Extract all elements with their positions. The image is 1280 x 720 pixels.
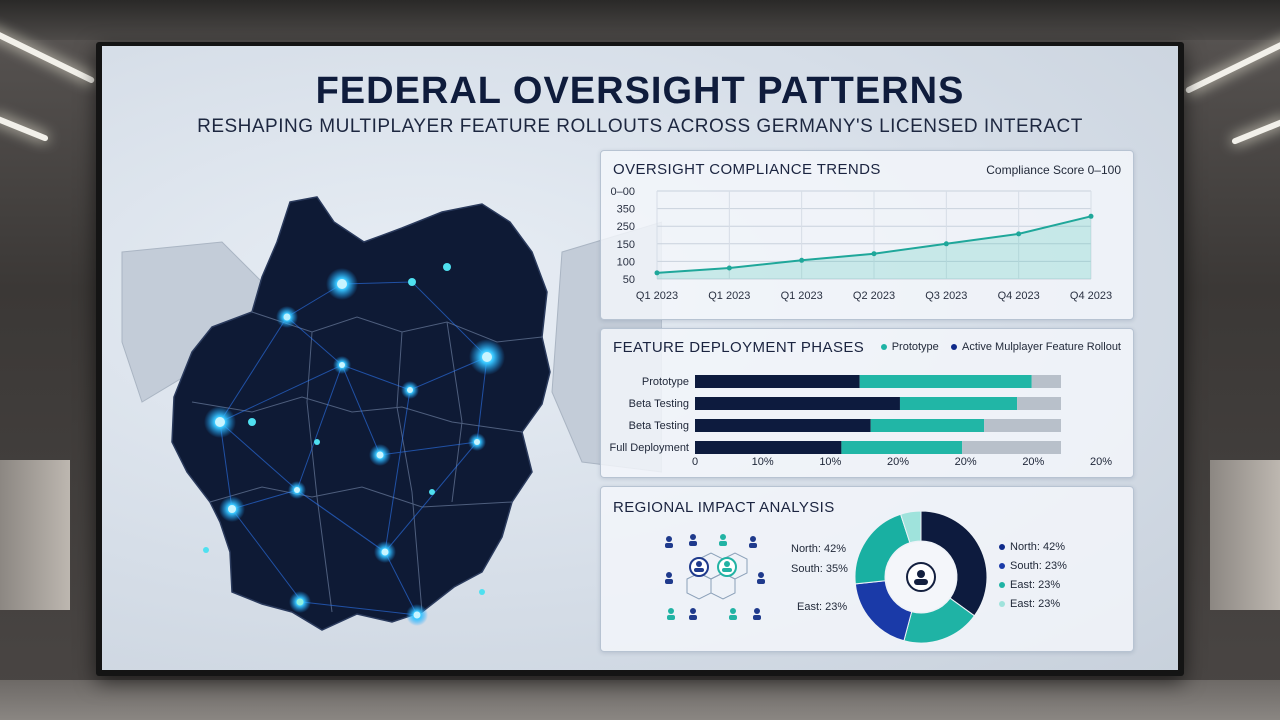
legend-prototype: Prototype bbox=[880, 341, 939, 353]
regional-legend-label: East: 23% bbox=[1010, 579, 1061, 591]
bar-segment bbox=[962, 441, 1061, 454]
data-point bbox=[871, 251, 877, 257]
regional-legend-dot bbox=[999, 563, 1005, 570]
deployment-bar-chart: Prototype Beta Testing Beta Testing Full De… bbox=[610, 375, 1112, 468]
ceiling-light-right-bottom bbox=[1231, 116, 1280, 146]
ceiling-light-left-bottom bbox=[0, 113, 49, 143]
data-point bbox=[654, 270, 660, 276]
bar-category-label: Full Deployment bbox=[610, 442, 689, 454]
x-tick-label: Q1 2023 bbox=[708, 290, 750, 302]
regional-legend-item: East: 23% bbox=[999, 598, 1067, 610]
y-tick-label: 50 bbox=[623, 274, 635, 286]
legend-rollout: Active Mulplayer Feature Rollout bbox=[951, 341, 1121, 353]
x-tick-label: 20% bbox=[1090, 456, 1112, 468]
x-tick-label: Q1 2023 bbox=[781, 290, 823, 302]
bar-segment bbox=[695, 441, 842, 454]
compliance-scale-note: Compliance Score 0–100 bbox=[986, 163, 1121, 177]
region-label-east: East: 23% bbox=[797, 601, 848, 613]
y-tick-label: 100 bbox=[617, 256, 635, 268]
ceiling-light-right-top bbox=[1184, 36, 1280, 94]
bar-segment bbox=[870, 419, 985, 432]
user-icon-head bbox=[917, 570, 925, 578]
germany-network-map bbox=[121, 196, 662, 631]
bar-category-label: Beta Testing bbox=[629, 420, 689, 432]
network-nodes bbox=[203, 263, 505, 626]
compliance-trends-title: OVERSIGHT COMPLIANCE TRENDS bbox=[613, 161, 881, 178]
bar-segment bbox=[984, 419, 1061, 432]
bar-segment bbox=[899, 397, 1018, 410]
bar-category-label: Beta Testing bbox=[629, 398, 689, 410]
x-tick-label: Q1 2023 bbox=[636, 290, 678, 302]
data-point bbox=[1088, 213, 1094, 219]
x-tick-label: Q3 2023 bbox=[925, 290, 967, 302]
bar-segment bbox=[859, 375, 1032, 388]
region-label-south: South: 35% bbox=[791, 563, 848, 575]
user-icon-body bbox=[914, 579, 928, 585]
bar-segment bbox=[1017, 397, 1061, 410]
data-point bbox=[799, 257, 805, 263]
y-tick-label: 250 bbox=[617, 221, 635, 233]
x-tick-label: Q4 2023 bbox=[1070, 290, 1112, 302]
display-screen: FEDERAL OVERSIGHT PATTERNS RESHAPING MUL… bbox=[96, 42, 1184, 676]
x-tick-label: 20% bbox=[1022, 456, 1044, 468]
data-point bbox=[726, 265, 732, 271]
y-tick-label: 350 bbox=[617, 204, 635, 216]
page-subtitle: RESHAPING MULTIPLAYER FEATURE ROLLOUTS A… bbox=[197, 116, 1083, 137]
donut-slice bbox=[899, 510, 922, 544]
x-tick-label: Q4 2023 bbox=[998, 290, 1040, 302]
regional-legend-dot bbox=[999, 544, 1005, 551]
kiosk-right bbox=[1210, 460, 1280, 610]
data-point bbox=[943, 241, 949, 247]
page-title: FEDERAL OVERSIGHT PATTERNS bbox=[315, 70, 965, 112]
regional-legend-dot bbox=[999, 582, 1005, 589]
regional-donut-chart bbox=[854, 510, 988, 644]
regional-legend-label: East: 23% bbox=[1010, 598, 1061, 610]
bar-category-label: Prototype bbox=[642, 376, 689, 388]
regional-impact-title: REGIONAL IMPACT ANALYSIS bbox=[613, 499, 835, 516]
legend-rollout-label: Active Mulplayer Feature Rollout bbox=[962, 341, 1121, 353]
bar-segment bbox=[695, 397, 900, 410]
donut-slice bbox=[920, 510, 988, 617]
x-tick-label: 20% bbox=[955, 456, 977, 468]
compliance-trends-panel: OVERSIGHT COMPLIANCE TRENDS Compliance S… bbox=[600, 150, 1134, 320]
germany-shape bbox=[171, 196, 551, 631]
bar-segment bbox=[1031, 375, 1061, 388]
regional-legend-item: South: 23% bbox=[999, 560, 1067, 572]
y-tick-label: 0–00 bbox=[611, 186, 635, 198]
regional-legend-label: North: 42% bbox=[1010, 541, 1066, 553]
legend-prototype-dot bbox=[880, 344, 887, 351]
regional-legend-item: East: 23% bbox=[999, 579, 1067, 591]
deployment-phases-panel: FEATURE DEPLOYMENT PHASES Prototype Acti… bbox=[600, 328, 1134, 478]
regional-impact-panel: REGIONAL IMPACT ANALYSIS bbox=[600, 486, 1134, 652]
region-label-north: North: 42% bbox=[791, 543, 847, 555]
x-tick-label: 10% bbox=[819, 456, 841, 468]
deployment-phases-title: FEATURE DEPLOYMENT PHASES bbox=[613, 339, 865, 356]
dashboard: FEDERAL OVERSIGHT PATTERNS RESHAPING MUL… bbox=[102, 46, 1178, 670]
legend-prototype-label: Prototype bbox=[891, 341, 939, 353]
x-tick-label: Q2 2023 bbox=[853, 290, 895, 302]
kiosk-left bbox=[0, 460, 70, 610]
x-tick-label: 20% bbox=[887, 456, 909, 468]
regional-legend-label: South: 23% bbox=[1010, 560, 1067, 572]
regional-legend-item: North: 42% bbox=[999, 541, 1067, 553]
ceiling bbox=[0, 0, 1280, 40]
bar-segment bbox=[695, 419, 871, 432]
floor bbox=[0, 680, 1280, 720]
y-tick-label: 150 bbox=[617, 239, 635, 251]
x-tick-label: 0 bbox=[692, 456, 698, 468]
people-network-icon bbox=[665, 534, 765, 620]
x-tick-label: 10% bbox=[752, 456, 774, 468]
bar-segment bbox=[695, 375, 860, 388]
data-point bbox=[1016, 231, 1022, 237]
series-area bbox=[657, 216, 1091, 279]
regional-legend-dot bbox=[999, 601, 1005, 608]
legend-rollout-dot bbox=[951, 344, 958, 351]
bar-segment bbox=[841, 441, 963, 454]
regional-legend: North: 42% South: 23% East: 23% East: 23… bbox=[999, 541, 1067, 610]
deploy-legend: Prototype Active Mulplayer Feature Rollo… bbox=[880, 341, 1121, 353]
